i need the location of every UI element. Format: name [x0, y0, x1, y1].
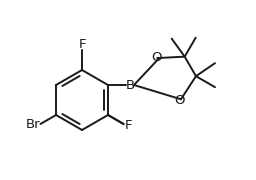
Text: B: B [125, 78, 135, 91]
Text: O: O [151, 51, 162, 64]
Text: Br: Br [26, 118, 41, 132]
Text: F: F [125, 119, 133, 132]
Text: F: F [78, 37, 86, 51]
Text: O: O [175, 94, 185, 107]
